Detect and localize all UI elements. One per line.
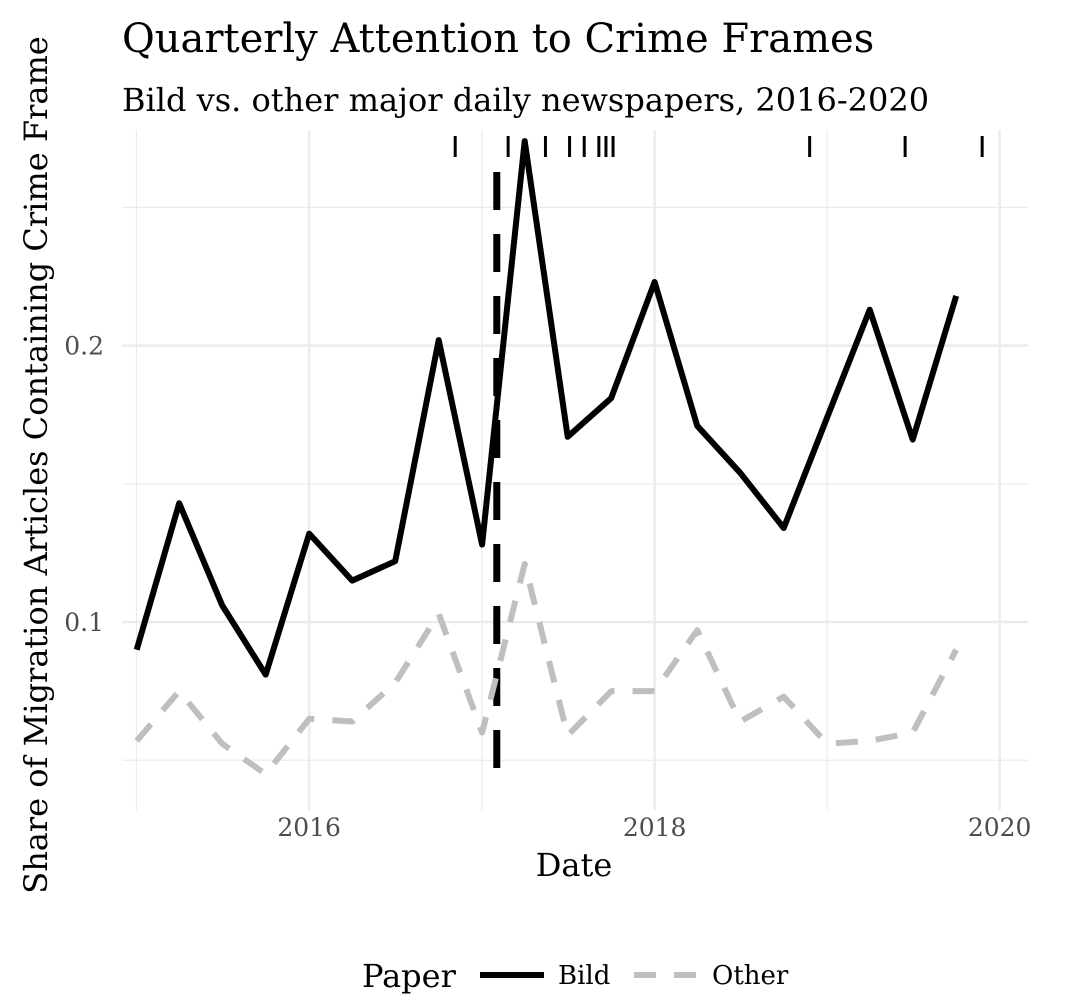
y-axis-label: Share of Migration Articles Containing C… [17,36,55,893]
y-tick-label: 0.1 [64,608,104,637]
chart-subtitle: Bild vs. other major daily newspapers, 2… [122,81,929,119]
series-line-other [134,561,959,778]
series-lines [133,138,960,778]
x-tick-label: 2020 [968,813,1032,842]
x-tick-label: 2016 [277,813,341,842]
legend-title: Paper [362,957,457,995]
grid [122,130,1028,810]
event-rug [453,136,984,157]
y-tick-label: 0.2 [64,332,104,361]
x-axis-label: Date [536,846,613,884]
legend-label-bild: Bild [558,961,610,991]
series-line-bild [133,138,960,678]
legend-label-other: Other [712,961,789,991]
x-tick-label: 2018 [623,813,687,842]
axis-ticks: 2016 2018 2020 0.1 0.2 [64,332,1031,842]
legend: Paper Bild Other [362,957,789,995]
chart-title: Quarterly Attention to Crime Frames [122,16,874,62]
